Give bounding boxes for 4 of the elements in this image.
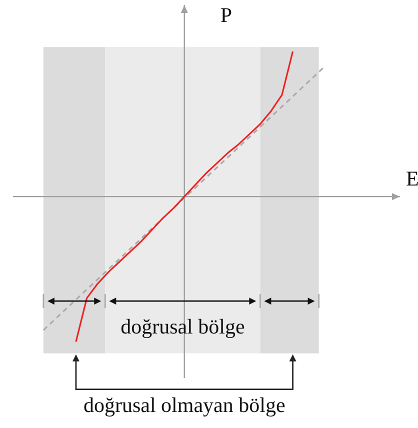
x-axis-title: E [406,166,418,191]
annotation: doğrusal bölge [120,314,245,338]
text: doğrusal olmayan bölge [83,393,286,417]
y-axis-title: P [220,3,232,27]
